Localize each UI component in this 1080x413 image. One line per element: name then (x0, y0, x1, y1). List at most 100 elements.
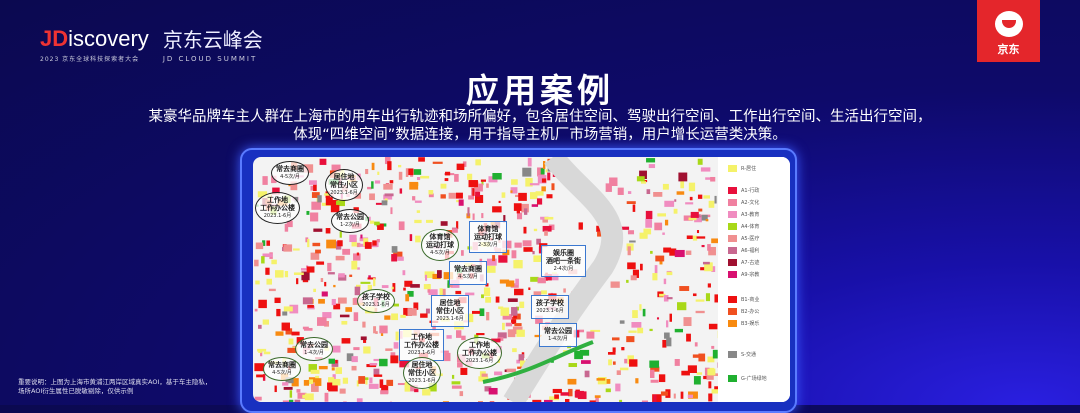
aoi-patch (663, 184, 669, 190)
aoi-patch (512, 348, 517, 352)
description-line: 某豪华品牌车主人群在上海市的用车出行轨迹和场所偏好，包含居住空间、驾驶出行空间、… (0, 108, 1080, 126)
aoi-patch (653, 395, 656, 402)
aoi-patch (546, 169, 548, 172)
aoi-patch (620, 320, 625, 323)
aoi-patch (433, 162, 443, 164)
aoi-patch (536, 191, 544, 195)
callout-frequency: 4-5次/月 (426, 249, 454, 257)
legend-label: A5-医疗 (741, 235, 759, 242)
aoi-patch (385, 193, 394, 196)
aoi-patch (612, 337, 620, 340)
aoi-patch (382, 285, 389, 288)
aoi-patch (624, 359, 627, 364)
legend-item: B1-商业 (728, 296, 759, 303)
aoi-patch (333, 285, 335, 287)
legend-label: A6-福利 (741, 247, 759, 254)
aoi-patch (446, 335, 451, 339)
legend-label: A7-古迹 (741, 259, 759, 266)
aoi-patch (420, 313, 427, 317)
aoi-patch (291, 332, 299, 336)
aoi-patch (511, 179, 518, 185)
aoi-patch (372, 163, 375, 170)
callout-frequency: 2-4次/月 (546, 265, 581, 273)
aoi-patch (714, 196, 716, 204)
aoi-patch (476, 333, 484, 335)
callout-frequency: 1-4次/月 (300, 349, 328, 357)
callout-title: 工作地 工作办公楼 (462, 341, 497, 357)
aoi-patch (261, 256, 265, 263)
aoi-patch (653, 192, 662, 197)
aoi-patch (256, 243, 263, 250)
aoi-patch (662, 340, 666, 348)
aoi-patch (674, 394, 676, 399)
aoi-patch (633, 205, 636, 212)
aoi-patch (469, 180, 478, 187)
aoi-patch (284, 387, 293, 390)
aoi-patch (538, 278, 546, 284)
aoi-patch (384, 315, 390, 319)
aoi-patch (349, 235, 356, 242)
aoi-patch (276, 309, 280, 316)
aoi-patch (370, 221, 374, 224)
aoi-patch (608, 352, 616, 355)
brand-rest: iscovery (68, 26, 149, 51)
aoi-patch (665, 220, 668, 226)
callout-title: 娱乐圈 酒吧一条街 (546, 249, 581, 265)
aoi-patch (563, 288, 566, 292)
jd-logo: 京东 (977, 0, 1040, 62)
aoi-patch (408, 308, 417, 316)
aoi-patch (262, 176, 267, 185)
aoi-patch (627, 201, 636, 204)
aoi-patch (683, 317, 691, 326)
aoi-patch (517, 208, 520, 214)
aoi-patch (313, 229, 322, 232)
aoi-patch (382, 200, 388, 205)
aoi-patch (490, 401, 495, 402)
aoi-patch (351, 261, 357, 270)
aoi-patch (618, 188, 624, 195)
aoi-patch (425, 275, 427, 281)
aoi-patch (315, 250, 321, 254)
aoi-patch (460, 391, 464, 396)
aoi-patch (255, 397, 262, 401)
aoi-patch (387, 161, 391, 170)
legend-item: S-交通 (728, 351, 756, 358)
aoi-patch (501, 308, 510, 316)
legend-swatch (728, 296, 737, 303)
aoi-patch (307, 239, 309, 247)
aoi-patch (374, 222, 380, 226)
aoi-patch (283, 400, 290, 402)
aoi-patch (494, 372, 502, 376)
footnote-line: 场所AOI衍生属性已脱敏剔除，仅供示例 (18, 387, 211, 396)
aoi-patch (316, 261, 324, 264)
aoi-patch (480, 308, 485, 316)
aoi-patch (398, 165, 401, 167)
aoi-patch (697, 372, 702, 374)
aoi-patch (544, 400, 553, 402)
aoi-patch (514, 243, 521, 248)
aoi-patch (530, 277, 538, 282)
aoi-patch (472, 311, 480, 314)
aoi-patch (309, 180, 317, 185)
aoi-patch (688, 365, 697, 373)
aoi-patch (506, 323, 512, 327)
aoi-patch (606, 388, 611, 392)
aoi-patch (452, 375, 454, 379)
legend-label: B3-娱乐 (741, 320, 759, 327)
callout-frequency: 2023.1-6月 (330, 189, 358, 197)
aoi-patch (335, 367, 342, 374)
aoi-patch (392, 246, 398, 253)
aoi-patch (478, 401, 483, 402)
aoi-patch (534, 229, 537, 231)
aoi-patch (537, 198, 542, 204)
aoi-patch (265, 268, 269, 275)
aoi-patch (410, 234, 412, 241)
legend-item: A3-教育 (728, 211, 759, 218)
callout-title: 孩子学校 (536, 299, 564, 307)
